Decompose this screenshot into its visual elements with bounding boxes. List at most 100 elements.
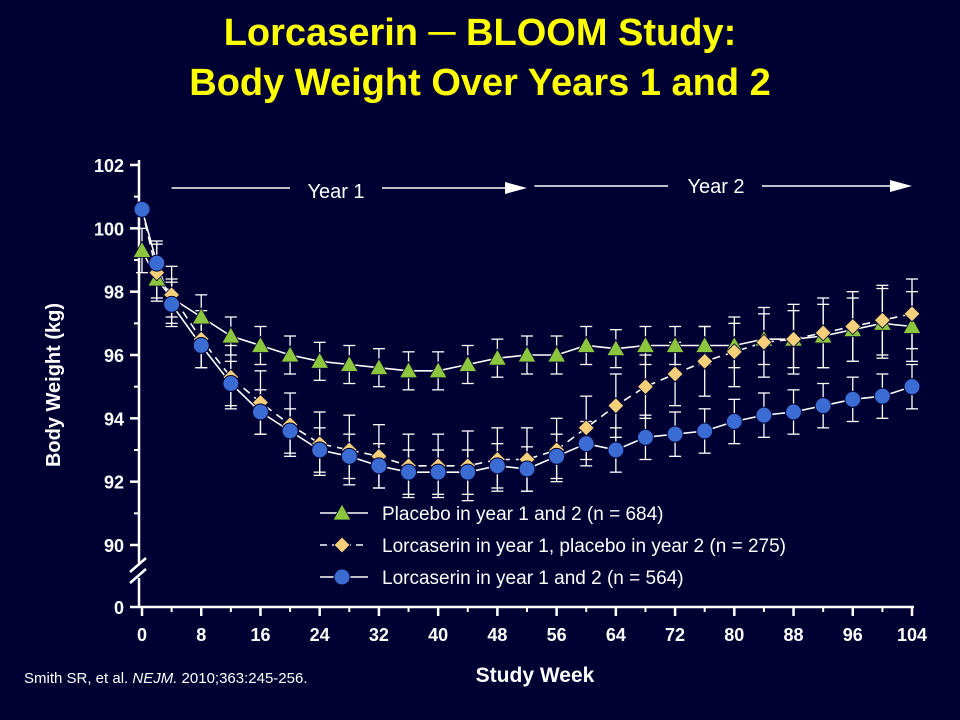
citation: Smith SR, et al. NEJM. 2010;363:245-256.: [24, 670, 308, 687]
year1-arrow-head: [505, 182, 527, 194]
data-point: [902, 316, 922, 334]
data-point: [784, 330, 803, 348]
series-line: [141, 250, 913, 372]
series-line: [141, 209, 913, 467]
data-point: [666, 365, 684, 383]
legend-marker: [333, 536, 351, 554]
data-point: [606, 338, 626, 357]
data-point: [844, 390, 862, 408]
data-point: [636, 428, 654, 446]
data-point: [725, 413, 743, 430]
x-tick-label: 32: [369, 625, 389, 645]
y-axis-break-mark: [129, 557, 147, 573]
data-point: [281, 422, 299, 440]
data-point: [873, 311, 891, 329]
data-point: [222, 375, 240, 392]
series-line: [141, 209, 913, 473]
legend-label: Placebo in year 1 and 2 (n = 684): [382, 504, 664, 525]
data-point: [428, 361, 448, 379]
data-point: [400, 463, 418, 481]
data-point: [607, 441, 625, 459]
year2-arrow-head: [890, 180, 912, 192]
data-point: [429, 463, 447, 481]
series-triangle: [136, 227, 918, 391]
year2-label: Year 2: [687, 176, 744, 198]
data-point: [369, 357, 389, 376]
data-point: [398, 361, 419, 379]
data-point: [607, 397, 625, 415]
data-point: [873, 387, 891, 405]
data-point: [148, 254, 166, 272]
legend-marker: [332, 503, 352, 521]
citation-details: 2010;363:245-256.: [177, 670, 308, 687]
data-point: [488, 457, 506, 475]
data-point: [370, 457, 388, 475]
data-point: [635, 335, 656, 353]
data-point: [814, 324, 832, 342]
y-axis-label: Body Weight (kg): [43, 303, 65, 467]
x-tick-label: 0: [137, 625, 147, 645]
legend-marker: [333, 568, 351, 586]
data-point: [546, 345, 567, 363]
data-point: [518, 460, 536, 478]
data-point: [192, 337, 210, 354]
slide-title: Lorcaserin ─ BLOOM Study: Body Weight Ov…: [0, 8, 960, 108]
data-point: [251, 403, 269, 421]
x-tick-label: 104: [897, 625, 927, 645]
chart-series: [132, 200, 922, 502]
x-tick-label: 64: [606, 625, 626, 645]
x-tick-label: 88: [784, 625, 804, 645]
data-point: [133, 200, 151, 218]
data-point: [310, 351, 330, 369]
data-point: [577, 435, 595, 453]
citation-journal: NEJM.: [132, 670, 178, 687]
y-tick-label: 100: [94, 219, 124, 239]
y-tick-label-zero: 0: [114, 598, 124, 618]
data-point: [548, 447, 566, 465]
data-point: [250, 335, 271, 353]
x-tick-label: 40: [428, 625, 448, 645]
citation-authors: Smith SR, et al.: [24, 670, 133, 687]
x-tick-label: 96: [843, 625, 863, 645]
x-tick-label: 24: [310, 625, 330, 645]
data-point: [221, 326, 241, 344]
legend-label: Lorcaserin in year 1, placebo in year 2 …: [382, 536, 786, 557]
x-tick-label: 80: [724, 625, 744, 645]
data-point: [696, 352, 714, 370]
data-point: [725, 343, 743, 361]
chart-legend: Placebo in year 1 and 2 (n = 684) Lorcase…: [320, 503, 786, 589]
data-point: [577, 419, 595, 437]
legend-label: Lorcaserin in year 1 and 2 (n = 564): [382, 568, 684, 589]
markers-triangle: [132, 240, 922, 379]
data-point: [903, 305, 921, 323]
data-point: [458, 354, 478, 372]
y-tick-label: 102: [94, 156, 124, 176]
year-annotations: Year 1 Year 2: [171, 176, 912, 203]
data-point: [459, 463, 477, 481]
data-point: [132, 240, 152, 258]
data-point: [340, 447, 358, 465]
chart-axes: 90 92 94 96 98 100 102 00 8 16 24 32 40 48 56 64 72 80 88 9…: [43, 156, 927, 687]
x-axis-label: Study Week: [476, 664, 595, 687]
data-point: [666, 425, 684, 443]
y-tick-label: 98: [104, 283, 124, 303]
data-point: [844, 317, 862, 336]
data-point: [755, 333, 773, 351]
data-point: [695, 335, 715, 353]
data-point: [576, 335, 596, 353]
data-point: [163, 295, 181, 313]
year1-label: Year 1: [307, 181, 364, 203]
x-tick-label: 56: [547, 625, 567, 645]
data-point: [191, 307, 211, 325]
data-point: [311, 441, 329, 459]
y-tick-label: 94: [104, 409, 124, 429]
data-point: [814, 397, 832, 415]
x-tick-label: 72: [665, 625, 685, 645]
data-point: [517, 345, 537, 363]
y-tick-label: 96: [104, 346, 124, 366]
data-point: [755, 406, 773, 424]
data-point: [636, 378, 655, 396]
y-tick-label: 92: [104, 473, 124, 493]
data-point: [696, 422, 714, 440]
data-point: [339, 354, 359, 372]
